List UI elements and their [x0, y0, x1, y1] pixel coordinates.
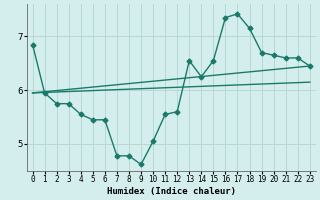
X-axis label: Humidex (Indice chaleur): Humidex (Indice chaleur) — [107, 187, 236, 196]
